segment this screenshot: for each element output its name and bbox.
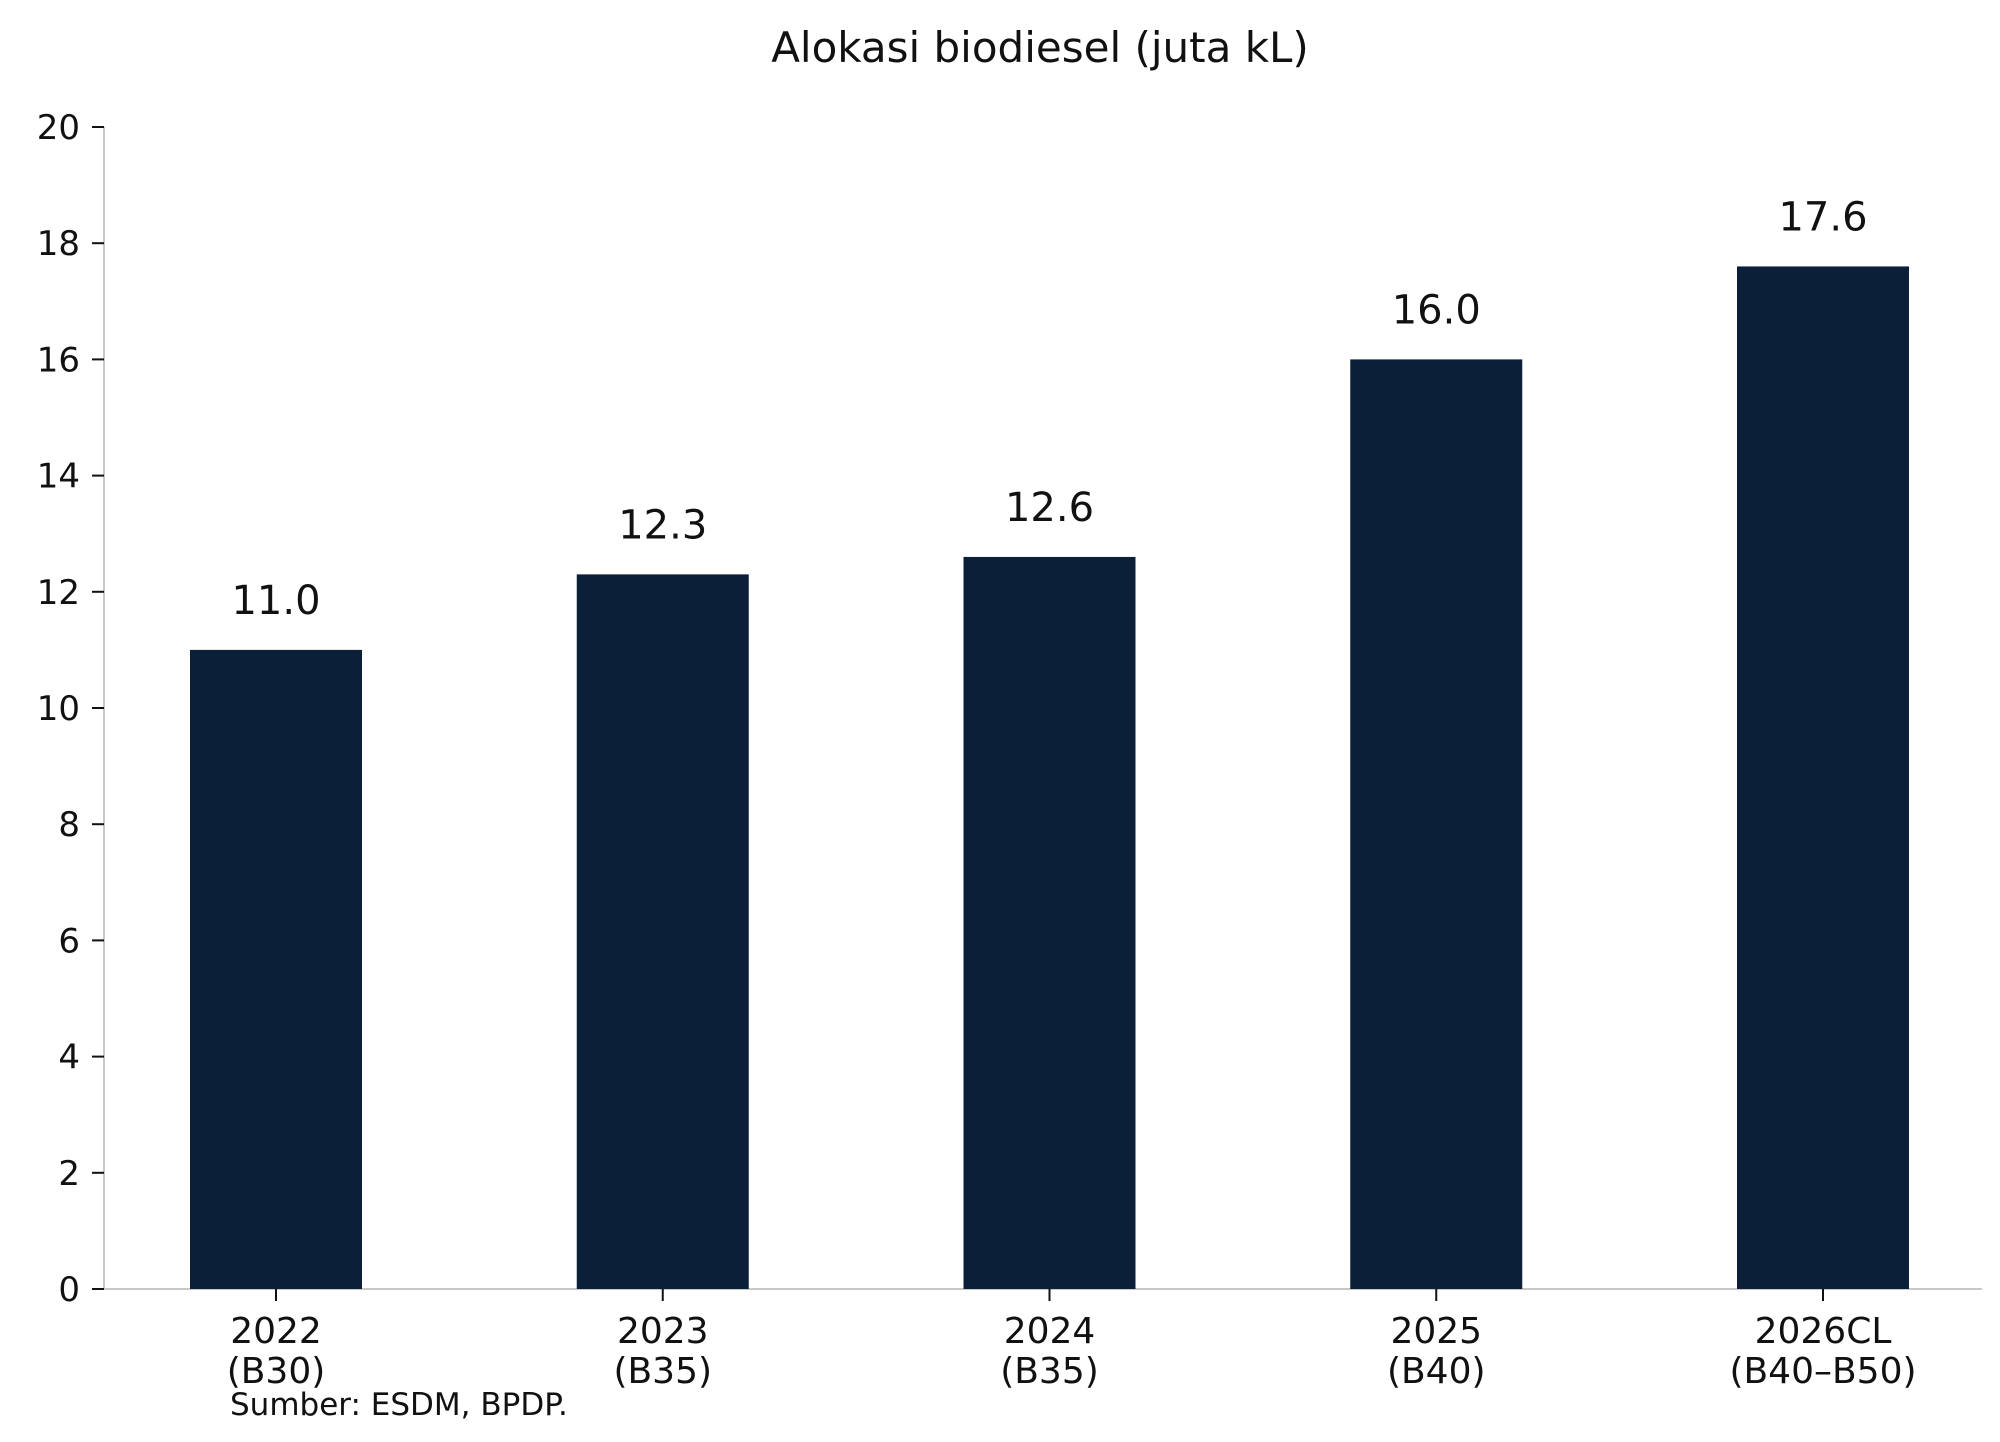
y-tick-label: 12 (37, 573, 80, 613)
y-tick-label: 14 (37, 457, 80, 497)
x-tick-label: (B40) (1387, 1351, 1486, 1392)
x-tick-label: 2023 (617, 1311, 709, 1352)
y-tick-label: 8 (58, 805, 80, 845)
x-tick-label: (B35) (1000, 1351, 1099, 1392)
chart-title: Alokasi biodiesel (juta kL) (771, 23, 1309, 72)
source-note: Sumber: ESDM, BPDP. (230, 1387, 568, 1423)
x-tick-label: 2022 (230, 1311, 322, 1352)
bar (190, 649, 362, 1289)
bar (963, 556, 1136, 1289)
y-tick-label: 20 (37, 108, 80, 148)
x-tick-label: (B40–B50) (1729, 1351, 1916, 1392)
bars-group: 11.0 12.3 12.6 16.0 17.6 (190, 194, 1909, 1289)
x-tick-label: (B30) (227, 1351, 326, 1392)
bar (1737, 266, 1909, 1289)
bar-value-label: 12.3 (618, 502, 707, 548)
y-tick-label: 0 (58, 1270, 80, 1310)
y-tick-label: 16 (37, 340, 80, 380)
bar-value-label: 17.6 (1778, 194, 1867, 240)
bar (576, 574, 749, 1289)
x-tick-label: (B35) (613, 1351, 712, 1392)
x-tick-label: 2026CL (1755, 1311, 1892, 1352)
bar-value-label: 12.6 (1005, 485, 1094, 531)
y-tick-label: 6 (58, 921, 80, 961)
bar-value-label: 11.0 (231, 578, 320, 624)
y-axis-ticks: 0 2 4 6 8 10 12 14 16 18 20 (37, 108, 104, 1310)
x-axis-ticks: 2022(B30)2023(B35)2024(B35)2025(B40)2026… (227, 1289, 1917, 1392)
x-tick-label: 2024 (1004, 1311, 1096, 1352)
y-tick-label: 10 (37, 689, 80, 729)
x-tick-label: 2025 (1390, 1311, 1482, 1352)
y-tick-label: 18 (37, 224, 80, 264)
y-tick-label: 4 (58, 1038, 80, 1078)
bar (1350, 359, 1523, 1289)
bar-value-label: 16.0 (1392, 287, 1481, 333)
y-tick-label: 2 (58, 1154, 80, 1194)
